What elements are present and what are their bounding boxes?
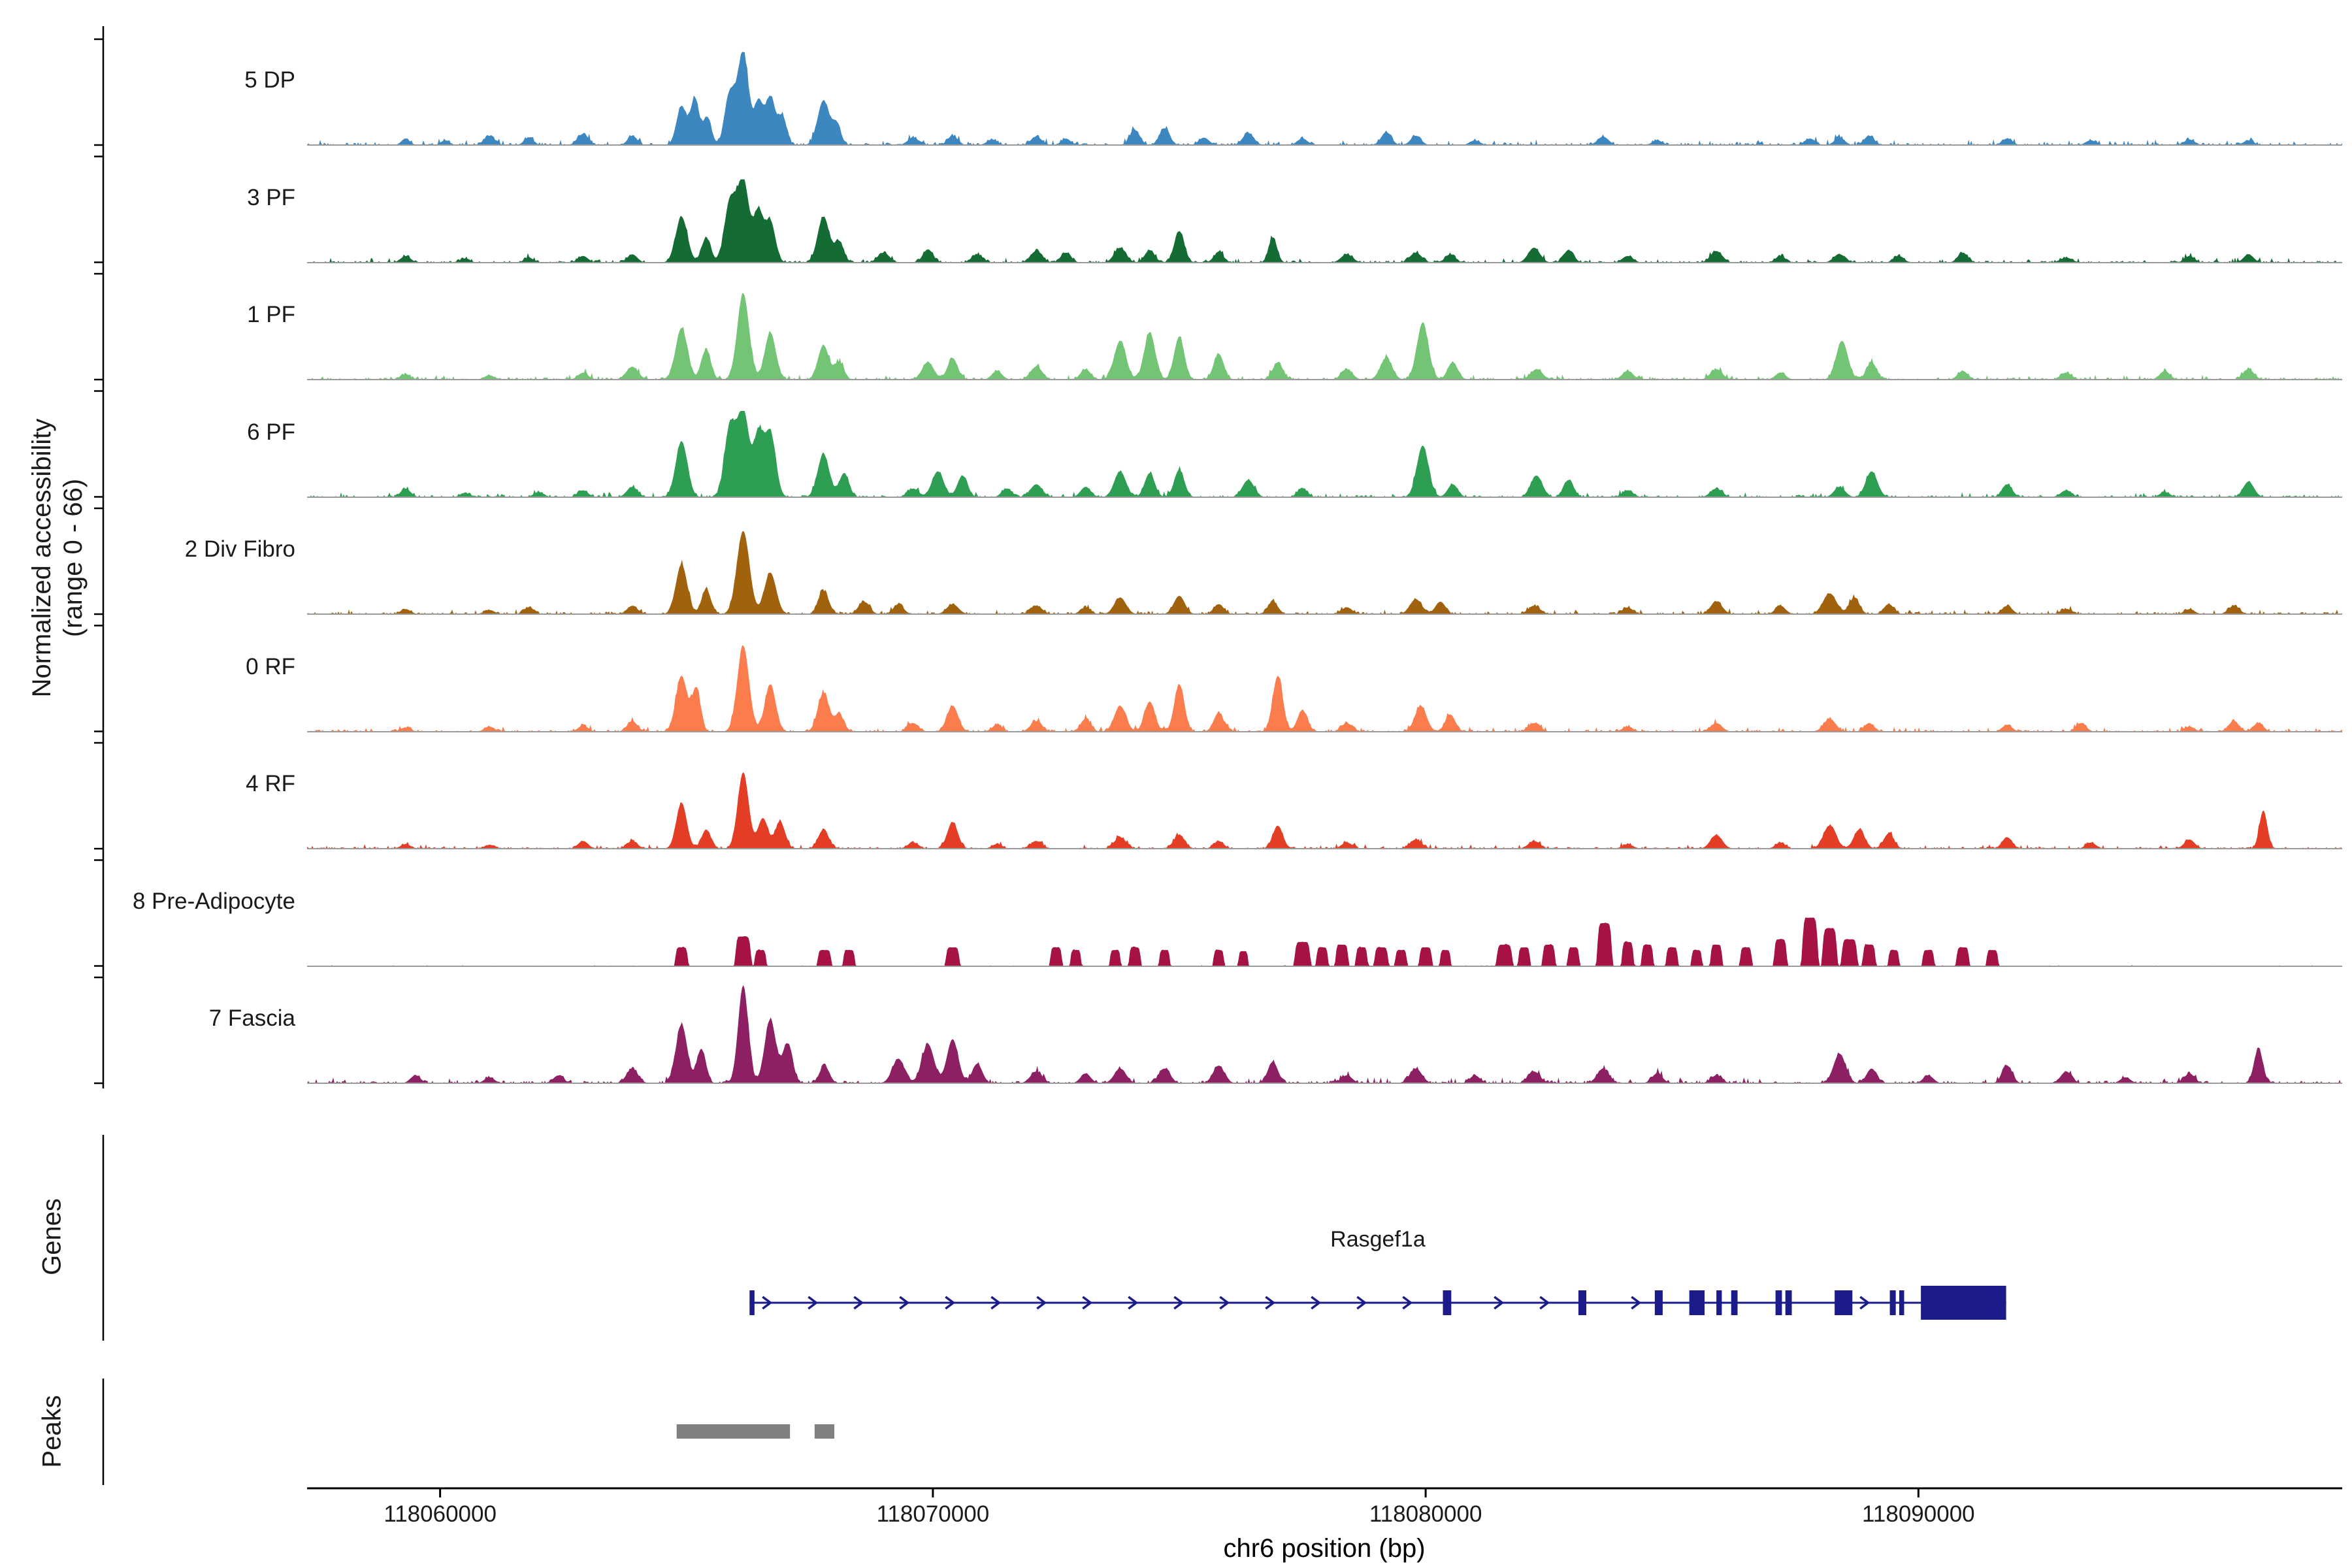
track-label-0-rf: 0 RF <box>246 653 295 679</box>
x-axis-title: chr6 position (bp) <box>1223 1534 1426 1563</box>
track-signal-1-pf <box>307 293 2342 380</box>
track-label-4-rf: 4 RF <box>246 771 295 796</box>
track-signal-7-fascia <box>307 985 2342 1084</box>
track-signal-3-pf <box>307 179 2342 263</box>
gene-name-label: Rasgef1a <box>1330 1227 1426 1252</box>
track-signal-0-rf <box>307 645 2342 732</box>
track-label-7-fascia: 7 Fascia <box>208 1005 295 1031</box>
x-tick-label: 118070000 <box>876 1501 990 1527</box>
track-label-8-pre-adipocyte: 8 Pre-Adipocyte <box>132 888 295 914</box>
track-label-3-pf: 3 PF <box>247 184 295 210</box>
x-tick-label: 118060000 <box>384 1501 497 1527</box>
track-signal-4-rf <box>307 772 2342 849</box>
x-tick-label: 118090000 <box>1862 1501 1975 1527</box>
track-label-2-div-fibro: 2 Div Fibro <box>184 536 295 562</box>
gene-model-track <box>749 1286 2006 1320</box>
track-signal-6-pf <box>307 410 2342 498</box>
peaks-track <box>676 1424 835 1439</box>
track-signal-2-div-fibro <box>307 531 2342 615</box>
track-signal-8-pre-adipocyte <box>307 917 2342 967</box>
track-signal-5-dp <box>307 52 2342 146</box>
track-label-5-dp: 5 DP <box>244 67 295 93</box>
track-label-6-pf: 6 PF <box>247 419 295 445</box>
track-label-1-pf: 1 PF <box>247 302 295 327</box>
x-tick-label: 118080000 <box>1369 1501 1482 1527</box>
